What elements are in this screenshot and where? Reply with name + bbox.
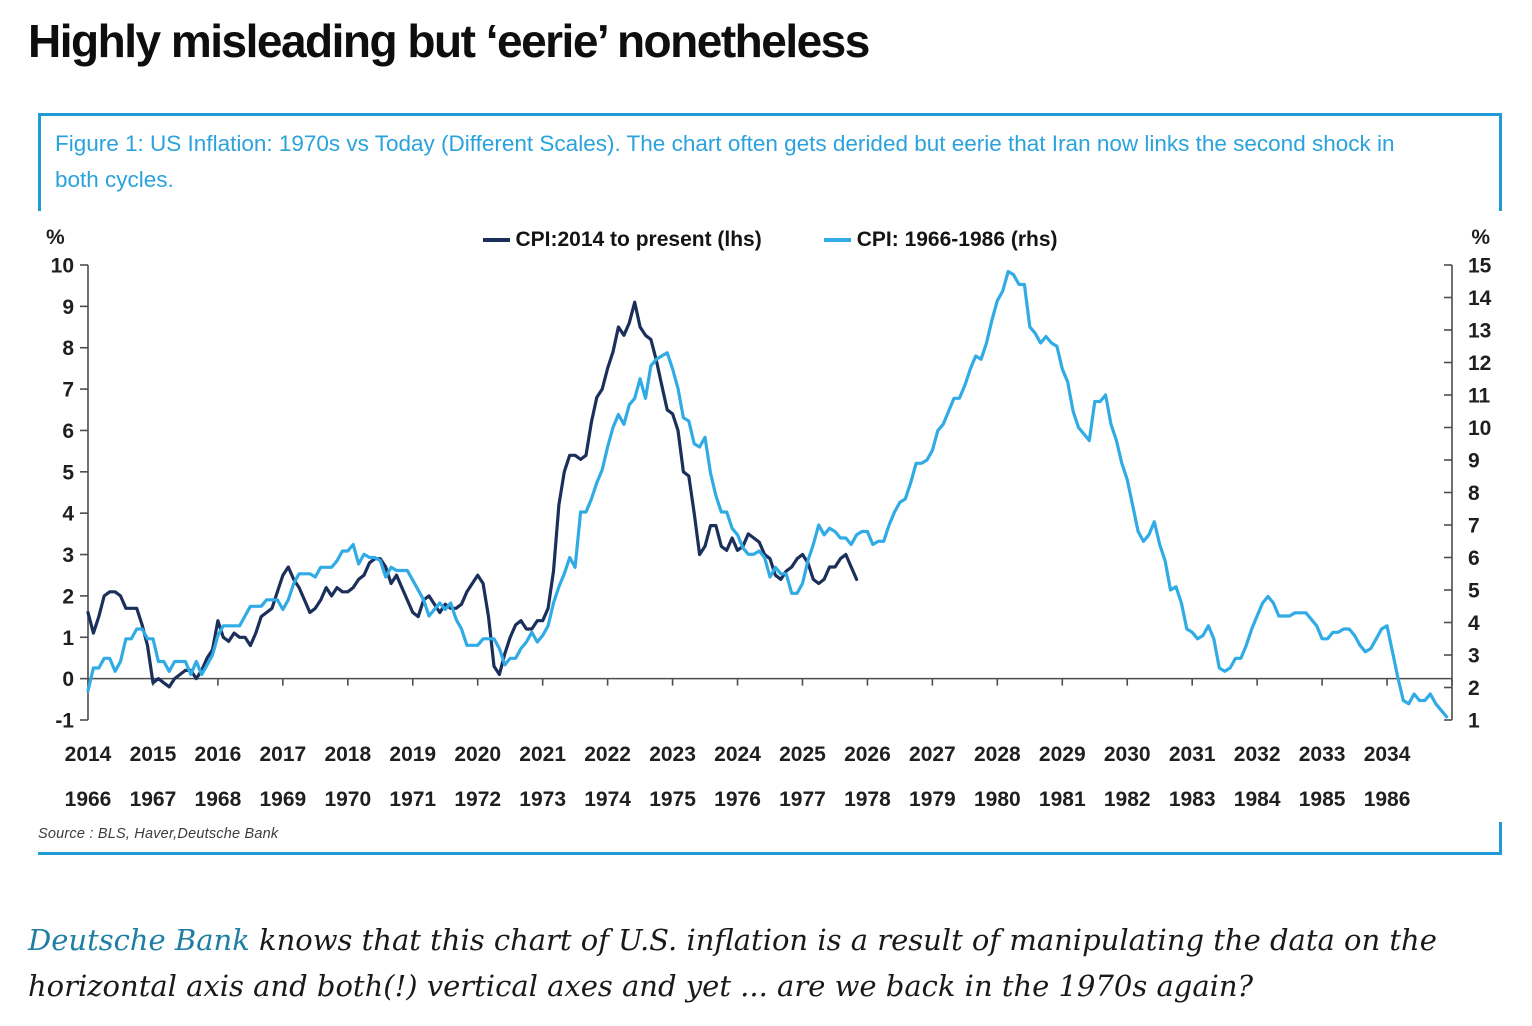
svg-text:8: 8	[1468, 482, 1480, 505]
svg-text:2033: 2033	[1299, 743, 1346, 766]
svg-text:1966: 1966	[65, 788, 112, 808]
svg-text:1970: 1970	[324, 788, 371, 808]
svg-text:2024: 2024	[714, 743, 761, 766]
svg-text:2025: 2025	[779, 743, 826, 766]
svg-text:7: 7	[1468, 515, 1480, 538]
svg-text:1975: 1975	[649, 788, 696, 808]
svg-text:1983: 1983	[1169, 788, 1216, 808]
figure-box: Figure 1: US Inflation: 1970s vs Today (…	[38, 113, 1502, 855]
svg-text:9: 9	[1468, 450, 1480, 473]
legend-item-cpi-2014: CPI:2014 to present (lhs)	[482, 228, 762, 252]
svg-text:1980: 1980	[974, 788, 1021, 808]
svg-text:4: 4	[1468, 612, 1480, 635]
svg-text:6: 6	[1468, 547, 1480, 570]
svg-text:2030: 2030	[1104, 743, 1151, 766]
svg-text:14: 14	[1468, 287, 1492, 310]
svg-text:2027: 2027	[909, 743, 956, 766]
footer-commentary: Deutsche Bank knows that this chart of U…	[28, 917, 1506, 1010]
svg-text:1977: 1977	[779, 788, 826, 808]
svg-text:1974: 1974	[584, 788, 631, 808]
blue-line-swatch-icon	[823, 238, 851, 242]
svg-text:2015: 2015	[130, 743, 177, 766]
svg-text:1978: 1978	[844, 788, 891, 808]
svg-text:2014: 2014	[65, 743, 112, 766]
svg-text:1981: 1981	[1039, 788, 1086, 808]
svg-text:10: 10	[51, 255, 74, 278]
footer-text-line2: horizontal axis and both(!) vertical axe…	[28, 969, 1254, 1004]
legend-label: CPI:2014 to present (lhs)	[515, 228, 762, 251]
svg-text:2018: 2018	[324, 743, 371, 766]
svg-text:1979: 1979	[909, 788, 956, 808]
svg-text:2: 2	[1468, 677, 1480, 700]
chart-legend: CPI:2014 to present (lhs) CPI: 1966-1986…	[38, 228, 1502, 252]
svg-text:2032: 2032	[1234, 743, 1281, 766]
svg-text:6: 6	[62, 420, 74, 443]
svg-text:2017: 2017	[259, 743, 306, 766]
svg-text:2021: 2021	[519, 743, 566, 766]
svg-text:5: 5	[62, 461, 74, 484]
svg-text:2022: 2022	[584, 743, 631, 766]
svg-text:2026: 2026	[844, 743, 891, 766]
svg-text:2019: 2019	[389, 743, 436, 766]
footer-text-line1: knows that this chart of U.S. inflation …	[249, 923, 1437, 957]
svg-text:1: 1	[62, 627, 74, 650]
svg-text:0: 0	[62, 668, 74, 691]
svg-text:3: 3	[1468, 645, 1480, 668]
svg-text:1973: 1973	[519, 788, 566, 808]
svg-text:1984: 1984	[1234, 788, 1281, 808]
svg-text:13: 13	[1468, 320, 1491, 343]
svg-text:2: 2	[62, 585, 74, 608]
figure-caption: Figure 1: US Inflation: 1970s vs Today (…	[55, 131, 1395, 193]
svg-text:1982: 1982	[1104, 788, 1151, 808]
svg-text:3: 3	[62, 544, 74, 567]
svg-text:11: 11	[1468, 385, 1491, 408]
svg-text:2034: 2034	[1364, 743, 1411, 766]
right-axis-unit-label: %	[1471, 226, 1490, 249]
svg-text:2020: 2020	[454, 743, 501, 766]
svg-text:1972: 1972	[454, 788, 501, 808]
svg-text:12: 12	[1468, 352, 1491, 375]
svg-text:7: 7	[62, 379, 74, 402]
svg-text:1: 1	[1468, 710, 1480, 733]
svg-text:-1: -1	[55, 710, 74, 733]
svg-text:1976: 1976	[714, 788, 761, 808]
legend-label: CPI: 1966-1986 (rhs)	[856, 228, 1058, 251]
svg-text:2028: 2028	[974, 743, 1021, 766]
svg-text:2023: 2023	[649, 743, 696, 766]
svg-text:2016: 2016	[195, 743, 242, 766]
legend-item-cpi-1966: CPI: 1966-1986 (rhs)	[823, 228, 1058, 252]
svg-text:2031: 2031	[1169, 743, 1216, 766]
left-axis-unit-label: %	[46, 226, 65, 249]
svg-text:1967: 1967	[130, 788, 177, 808]
source-note: Source : BLS, Haver,Deutsche Bank	[38, 826, 279, 842]
svg-text:1968: 1968	[195, 788, 242, 808]
svg-text:10: 10	[1468, 417, 1491, 440]
svg-text:9: 9	[62, 296, 74, 319]
page-title: Highly misleading but ‘eerie’ nonetheles…	[28, 15, 870, 67]
deutsche-bank-link[interactable]: Deutsche Bank	[28, 923, 250, 957]
svg-text:1986: 1986	[1364, 788, 1411, 808]
svg-text:15: 15	[1468, 255, 1492, 278]
figure-caption-box: Figure 1: US Inflation: 1970s vs Today (…	[38, 116, 1502, 211]
navy-line-swatch-icon	[482, 238, 510, 242]
svg-text:5: 5	[1468, 580, 1480, 603]
svg-text:1971: 1971	[389, 788, 436, 808]
svg-text:1969: 1969	[259, 788, 306, 808]
svg-text:4: 4	[62, 503, 74, 526]
svg-text:8: 8	[62, 337, 74, 360]
chart-area: % % CPI:2014 to present (lhs) CPI: 1966-…	[38, 208, 1502, 808]
svg-text:1985: 1985	[1299, 788, 1346, 808]
svg-text:2029: 2029	[1039, 743, 1086, 766]
